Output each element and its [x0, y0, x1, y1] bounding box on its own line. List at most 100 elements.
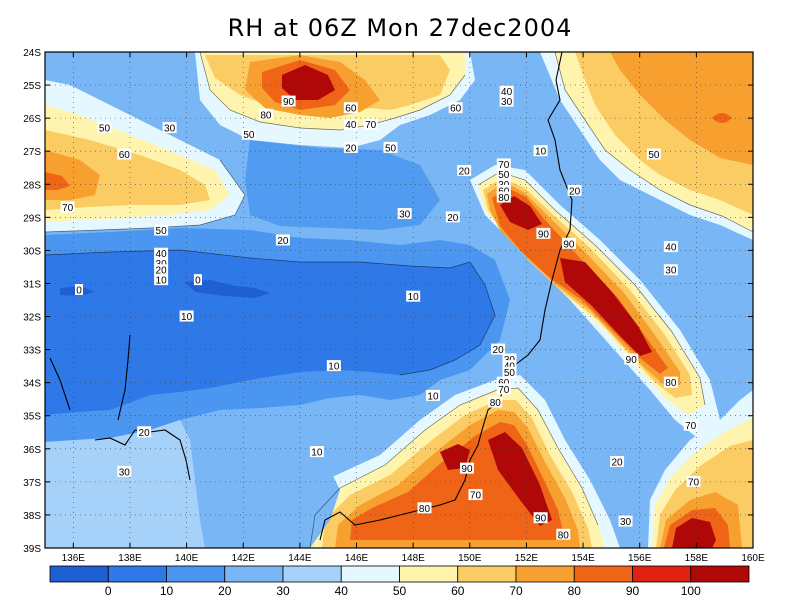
colorbar-swatch	[340, 565, 400, 583]
colorbar-label: 60	[451, 584, 465, 598]
contour-label: 0	[76, 286, 82, 297]
contour-label-bg	[117, 148, 132, 160]
y-tick-label: 33S	[23, 346, 41, 357]
contour-label-bg	[406, 290, 421, 302]
contour-label-bg	[117, 465, 132, 477]
colorbar-swatch	[515, 565, 575, 583]
contour-label-bg	[326, 360, 341, 372]
colorbar-swatch	[282, 565, 342, 583]
contour-label: 10	[328, 362, 340, 373]
contour-label-bg	[488, 396, 503, 408]
contour-label: 10	[535, 147, 547, 158]
contour-label-bg	[281, 95, 296, 107]
rh-field	[45, 52, 753, 548]
contour-label-bg	[425, 389, 440, 401]
contour-label: 30	[399, 210, 411, 221]
colorbar-label: 10	[160, 584, 174, 598]
y-axis-ticks: 24S 25S 26S 27S 28S 29S 30S 31S 32S 33S 34S 35S 36S 3…	[23, 48, 753, 555]
colorbar-swatch	[49, 565, 109, 583]
contour-label-bg	[496, 168, 511, 180]
y-tick-label: 27S	[23, 147, 41, 158]
contour-label: 50	[385, 143, 397, 154]
contour-label: 90	[538, 229, 550, 240]
x-tick-label: 158E	[685, 553, 709, 564]
y-tick-label: 37S	[23, 478, 41, 489]
colorbar-label: 40	[335, 584, 349, 598]
contour-label: 80	[260, 110, 272, 121]
contour-label-bg	[618, 515, 633, 527]
contour-label: 80	[490, 398, 502, 409]
contour-label: 70	[365, 120, 377, 131]
contour-label-bg	[383, 141, 398, 153]
contour-label-bg	[137, 426, 152, 438]
contour-label-bg	[610, 456, 625, 468]
contour-label-bg	[496, 376, 511, 388]
x-tick-label: 144E	[288, 553, 312, 564]
contour-label-bg	[556, 528, 571, 540]
x-tick-label: 138E	[118, 553, 142, 564]
contour-label-bg	[468, 489, 483, 501]
contour-label: 20	[612, 458, 624, 469]
contour-label-bg	[502, 366, 517, 378]
colorbar-swatch	[107, 565, 167, 583]
contour-label-bg	[502, 360, 517, 372]
contour-label-bg	[496, 191, 511, 203]
x-tick-label: 160E	[741, 553, 765, 564]
contour-label-bg	[533, 145, 548, 157]
contour-label: 40	[665, 243, 677, 254]
contour-label-bg	[496, 178, 511, 190]
contour-label: 20	[345, 143, 357, 154]
contour-label: 90	[626, 355, 638, 366]
contour-label: 60	[119, 150, 131, 161]
contour-label: 10	[408, 292, 420, 303]
colorbar-label: 100	[681, 584, 701, 598]
colorbar-swatch	[166, 565, 226, 583]
x-tick-label: 156E	[628, 553, 652, 564]
contour-label: 70	[470, 491, 482, 502]
contour-label: 50	[498, 170, 510, 181]
contour-label: 10	[311, 448, 323, 459]
contour-label-bg	[496, 184, 511, 196]
x-axis-ticks: 136E 138E 140E 142E 144E 146E 148E 150E 152E 154E…	[62, 52, 765, 564]
contour-labels: 9080607040503050602050604030102050705030…	[60, 85, 701, 541]
contour-label: 20	[447, 213, 459, 224]
x-tick-label: 148E	[401, 553, 425, 564]
contour-label-bg	[74, 284, 83, 296]
map-grid	[45, 52, 753, 548]
contour-label-bg	[60, 201, 75, 213]
contour-label-bg	[686, 475, 701, 487]
contour-label-bg	[417, 502, 432, 514]
contour-label-bg	[561, 237, 576, 249]
contour-label: 50	[504, 368, 516, 379]
contour-label: 40	[345, 120, 357, 131]
contour-label-bg	[275, 234, 290, 246]
colorbar-label: 80	[568, 584, 582, 598]
contour-label: 80	[419, 504, 431, 515]
contour-label-bg	[502, 353, 517, 365]
y-tick-label: 31S	[23, 279, 41, 290]
colorbar-label: 30	[276, 584, 290, 598]
y-tick-label: 38S	[23, 511, 41, 522]
contour-label: 20	[139, 428, 151, 439]
contour-label: 0	[195, 276, 201, 287]
contour-label: 70	[62, 203, 74, 214]
contour-label-bg	[162, 122, 177, 134]
contour-label-bg	[663, 241, 678, 253]
contour-label: 10	[156, 276, 168, 287]
contour-label-bg	[154, 247, 169, 259]
contour-label-bg	[457, 165, 472, 177]
colorbar-swatch	[573, 565, 633, 583]
contour-label-bg	[646, 148, 661, 160]
contour-label-bg	[97, 122, 112, 134]
x-tick-label: 142E	[232, 553, 256, 564]
contour-label-bg	[343, 141, 358, 153]
contour-label-bg	[663, 376, 678, 388]
y-tick-label: 24S	[23, 48, 41, 59]
contour-label-bg	[491, 343, 506, 355]
contour-label: 30	[164, 124, 176, 135]
contour-label: 90	[563, 239, 575, 250]
y-tick-label: 36S	[23, 445, 41, 456]
colorbar-swatch	[399, 565, 459, 583]
contour-label: 50	[243, 130, 255, 141]
contour-label-bg	[309, 446, 324, 458]
